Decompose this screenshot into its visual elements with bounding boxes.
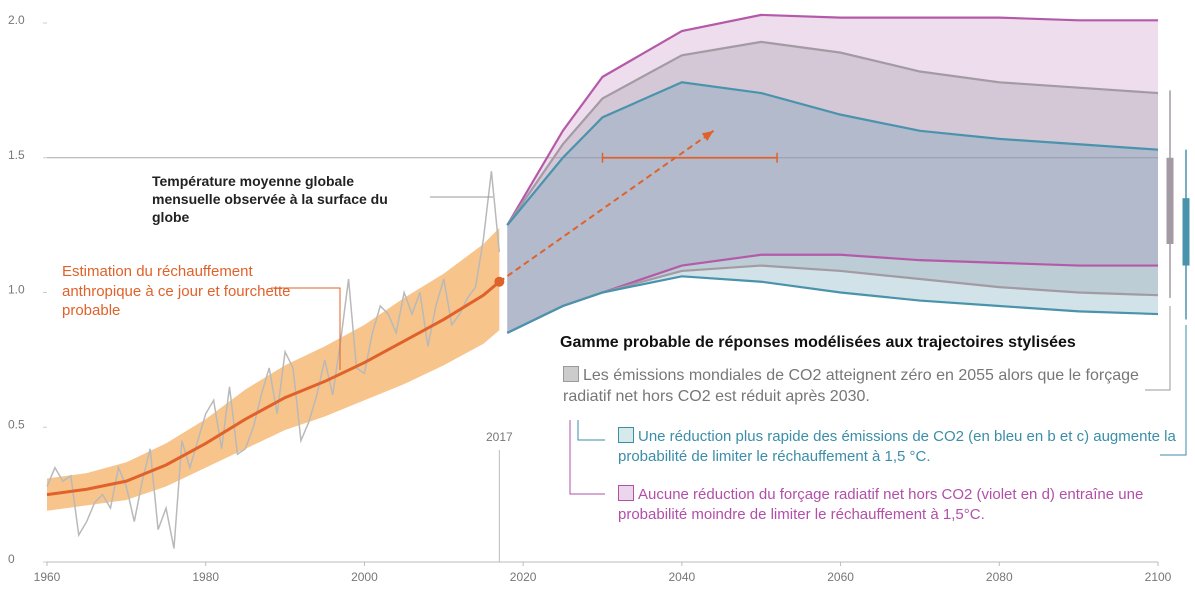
ranges-title: Gamme probable de réponses modélisées au…: [560, 334, 1076, 351]
anthropogenic-line: [46, 280, 501, 497]
year-marker-label: 2017: [486, 430, 513, 444]
legend-blue: Une réduction plus rapide des émissions …: [618, 427, 1178, 466]
connector: [1160, 325, 1187, 456]
likely-bar: [1182, 198, 1190, 266]
y-tick-label: 1.0: [8, 283, 25, 297]
swatch: [618, 427, 634, 443]
connector: [271, 287, 341, 370]
x-tick-label: 2100: [1145, 570, 1172, 584]
x-tick-label: 2020: [510, 570, 537, 584]
legend-text: Aucune réduction du forçage radiatif net…: [618, 486, 1144, 523]
likely-band: [47, 227, 500, 511]
projection-arrow: [498, 129, 715, 283]
y-tick-label: 0.5: [8, 417, 25, 431]
arrow-head: [701, 130, 714, 141]
x-tick-label: 2040: [669, 570, 696, 584]
y-tick-label: 0: [8, 552, 15, 566]
y-tick-label: 2.0: [8, 13, 25, 27]
anthropogenic-annotation: Estimation du réchauffement anthropique …: [62, 263, 291, 319]
x-tick-label: 1960: [34, 570, 61, 584]
x-tick-label: 1980: [192, 570, 219, 584]
legend-gray: Les émissions mondiales de CO2 atteignen…: [563, 366, 1148, 408]
legend-purple: Aucune réduction du forçage radiatif net…: [618, 485, 1158, 524]
range-band: [507, 41, 1158, 333]
swatch: [563, 366, 579, 382]
range-edge: [506, 81, 1159, 226]
observed-annotation: Température moyenne globale mensuelle ob…: [152, 173, 388, 226]
x-tick-label: 2060: [827, 570, 854, 584]
range-edge: [506, 275, 1159, 334]
range-band: [507, 14, 1158, 333]
connector: [1145, 306, 1171, 391]
range-edge: [506, 40, 1159, 226]
legend-text: Une réduction plus rapide des émissions …: [618, 428, 1176, 465]
likely-bar: [1166, 157, 1174, 244]
x-tick-label: 2000: [351, 570, 378, 584]
connector: [577, 420, 605, 441]
range-edge: [506, 13, 1158, 226]
observed-line: [46, 171, 501, 549]
y-tick-label: 1.5: [8, 148, 25, 162]
legend-text: Les émissions mondiales de CO2 atteignen…: [563, 367, 1139, 405]
connector: [569, 420, 605, 495]
x-tick-label: 2080: [986, 570, 1013, 584]
swatch: [618, 485, 634, 501]
